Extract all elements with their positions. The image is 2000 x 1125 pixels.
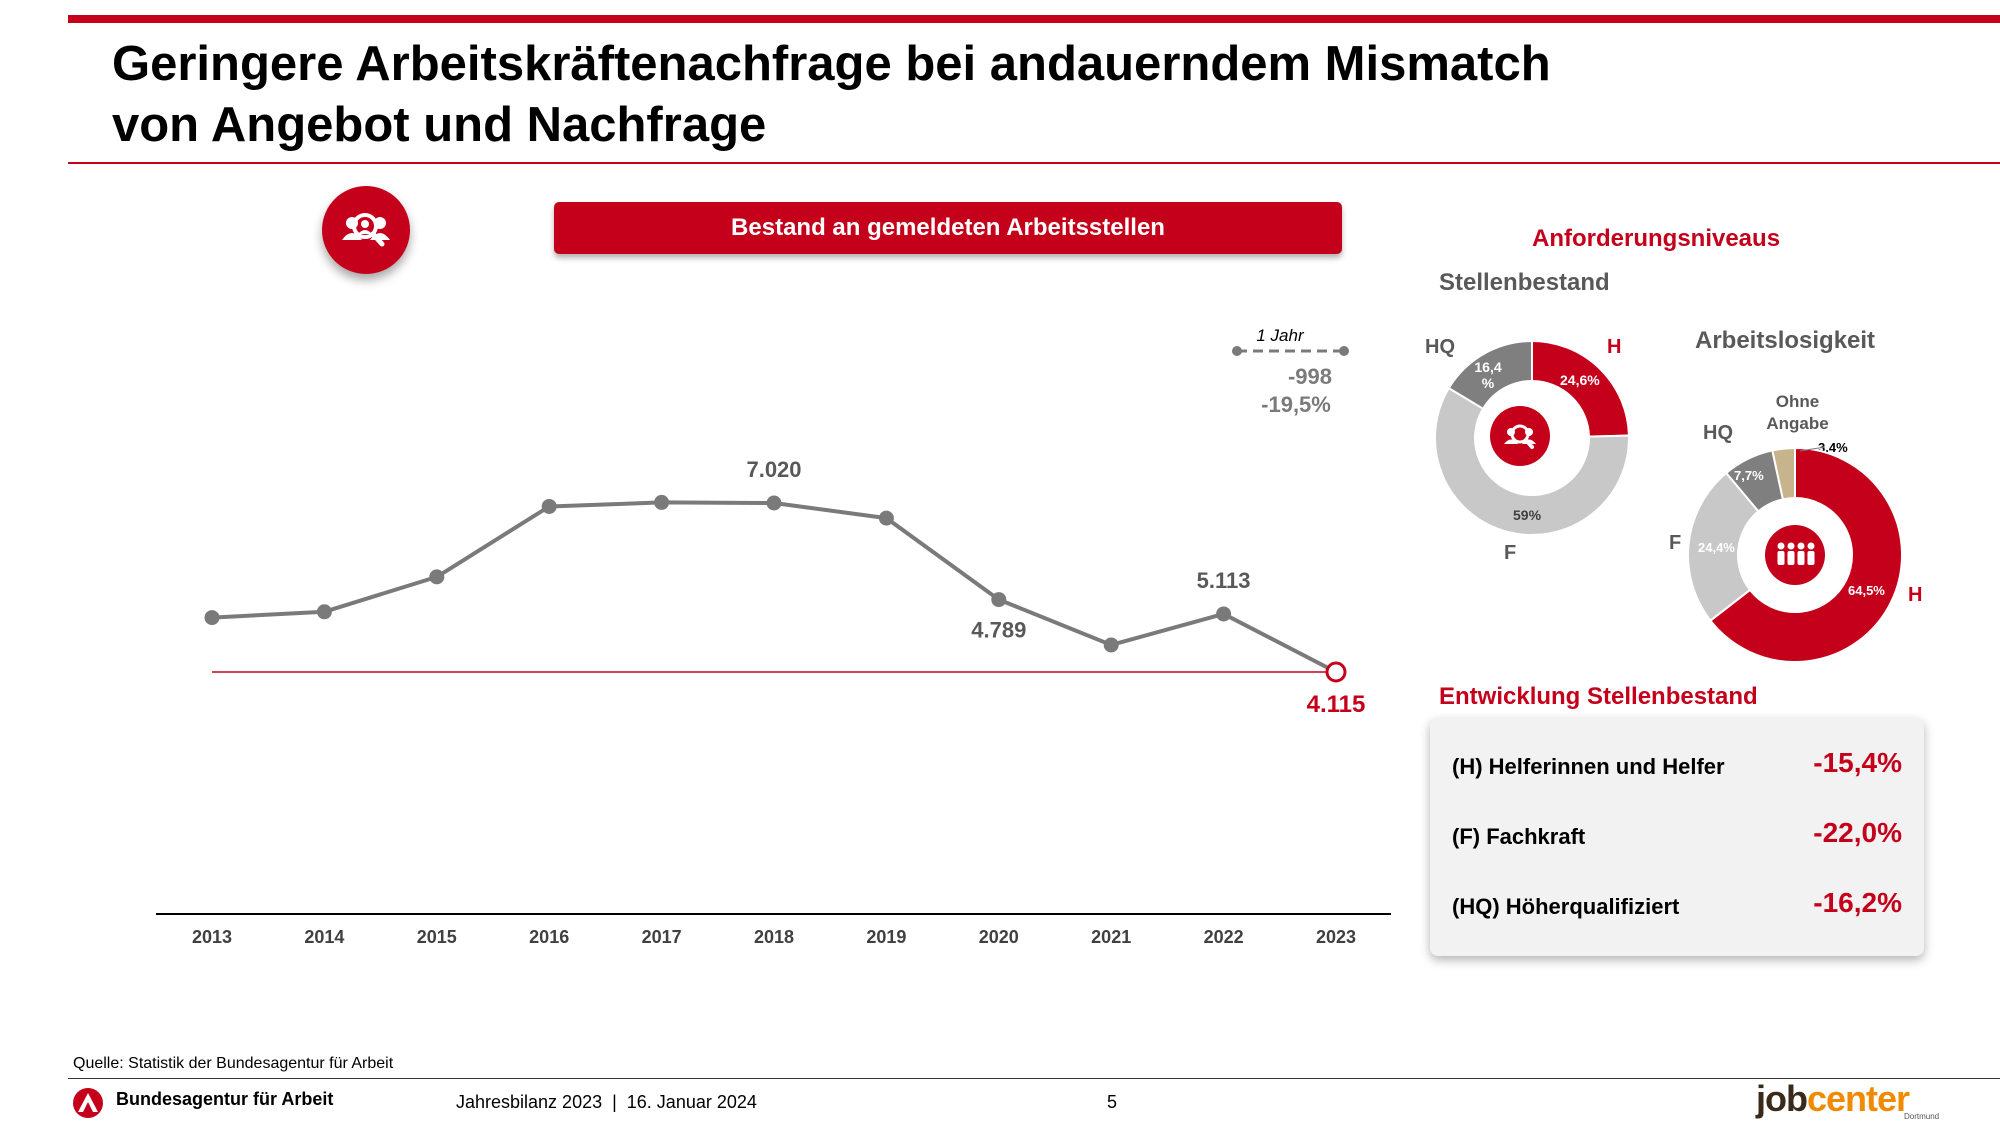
alo-center-icon bbox=[1765, 525, 1825, 585]
data-label-2020: 4.789 bbox=[971, 618, 1026, 643]
annotation-abs-change: -998 bbox=[1288, 364, 1332, 389]
alo-pct-hq: 7,7% bbox=[1734, 468, 1764, 483]
entw-value-h: -15,4% bbox=[1813, 747, 1902, 778]
alo-label-f: F bbox=[1669, 532, 1682, 554]
page-number: 5 bbox=[1107, 1092, 1118, 1112]
data-point-2023 bbox=[1325, 661, 1347, 683]
data-label-2022: 5.113 bbox=[1197, 568, 1251, 593]
stellen-title: Stellenbestand bbox=[1439, 269, 1610, 296]
x-tick-label-2021: 2021 bbox=[1091, 927, 1131, 947]
annotation-start-dot bbox=[1232, 346, 1242, 356]
ba-logo-icon bbox=[72, 1087, 104, 1119]
annotation-pct-change: -19,5% bbox=[1261, 392, 1331, 417]
entwicklung-box: (H) Helferinnen und Helfer -15,4% (F) Fa… bbox=[1430, 718, 1924, 956]
top-accent-bar bbox=[68, 15, 2000, 23]
jobcenter-logo-sub: Dortmund bbox=[1904, 1112, 1940, 1121]
x-tick-label-2022: 2022 bbox=[1204, 927, 1244, 947]
stellen-label-hq: HQ bbox=[1425, 336, 1455, 358]
alo-title: Arbeitslosigkeit bbox=[1695, 327, 1876, 354]
stellen-slice-f bbox=[1434, 386, 1630, 536]
entw-label-hq: (HQ) Höherqualifiziert bbox=[1452, 894, 1680, 919]
data-point-2019 bbox=[878, 510, 894, 526]
alo-slice-h bbox=[1709, 446, 1903, 663]
stellen-donut bbox=[1434, 339, 1630, 536]
alo-slice-ohne-angabe bbox=[1771, 446, 1796, 501]
x-tick-label-2019: 2019 bbox=[866, 927, 906, 947]
stellen-label-h: H bbox=[1607, 336, 1622, 358]
x-tick-label-2016: 2016 bbox=[529, 927, 569, 947]
title-line-2: von Angebot und Nachfrage bbox=[112, 98, 767, 152]
alo-pct-h: 64,5% bbox=[1848, 583, 1885, 598]
alo-slice-f bbox=[1687, 471, 1760, 622]
alo-label-ohne: Ohne Angabe bbox=[1766, 392, 1829, 433]
data-point-2018 bbox=[766, 495, 782, 511]
data-label-2023: 4.115 bbox=[1307, 691, 1366, 718]
annotation-period: 1 Jahr bbox=[1256, 326, 1305, 345]
data-point-2020 bbox=[991, 592, 1007, 608]
x-tick-label-2014: 2014 bbox=[304, 927, 344, 947]
entwicklung-heading: Entwicklung Stellenbestand bbox=[1439, 683, 1758, 710]
data-point-2017 bbox=[654, 494, 670, 510]
data-point-2014 bbox=[316, 604, 332, 620]
alo-pct-ohne: 3,4% bbox=[1818, 440, 1848, 455]
stellen-label-f: F bbox=[1504, 542, 1517, 564]
job-search-icon bbox=[322, 186, 410, 274]
entw-label-f: (F) Fachkraft bbox=[1452, 824, 1586, 849]
x-tick-label-2023: 2023 bbox=[1316, 927, 1356, 947]
data-point-2015 bbox=[429, 569, 445, 585]
requirements-heading: Anforderungsniveaus bbox=[1532, 225, 1781, 252]
data-point-2021 bbox=[1103, 637, 1119, 653]
alo-label-hq: HQ bbox=[1703, 422, 1733, 444]
x-tick-label-2017: 2017 bbox=[642, 927, 682, 947]
annotation-end-dot bbox=[1339, 346, 1349, 356]
x-tick-label-2018: 2018 bbox=[754, 927, 794, 947]
x-tick-label-2015: 2015 bbox=[417, 927, 457, 947]
page-title: Geringere Arbeitskräftenachfrage bei and… bbox=[112, 34, 1551, 156]
footer-meta: Jahresbilanz 2023 | 16. Januar 2024 bbox=[456, 1092, 757, 1112]
alo-donut bbox=[1687, 446, 1903, 663]
data-point-2013 bbox=[204, 610, 220, 626]
chart-banner: Bestand an gemeldeten Arbeitsstellen bbox=[554, 202, 1342, 254]
data-point-2022 bbox=[1216, 606, 1232, 622]
series-line bbox=[211, 500, 1337, 674]
ba-name: Bundesagentur für Arbeit bbox=[116, 1089, 334, 1109]
footer-rule bbox=[68, 1078, 2000, 1079]
jobcenter-logo: jobcenter bbox=[1756, 1078, 1910, 1120]
title-rule bbox=[68, 162, 2000, 164]
entw-value-f: -22,0% bbox=[1813, 817, 1902, 848]
stellen-pct-h: 24,6% bbox=[1560, 372, 1600, 388]
alo-pct-f: 24,4% bbox=[1698, 540, 1735, 555]
entw-value-hq: -16,2% bbox=[1813, 887, 1902, 918]
line-chart: 2013 2014 2015 2016 2017 2018 2019 2020 2021 2022… bbox=[156, 326, 1391, 947]
data-point-2016 bbox=[541, 498, 557, 514]
stellen-pct-f: 59% bbox=[1513, 507, 1542, 523]
x-tick-label-2013: 2013 bbox=[192, 927, 232, 947]
data-label-2018: 7.020 bbox=[746, 457, 801, 482]
stellen-center-icon bbox=[1490, 406, 1550, 466]
entw-label-h: (H) Helferinnen und Helfer bbox=[1452, 754, 1725, 779]
alo-label-h: H bbox=[1908, 584, 1923, 606]
x-tick-label-2020: 2020 bbox=[979, 927, 1019, 947]
source-note: Quelle: Statistik der Bundesagentur für … bbox=[73, 1055, 394, 1072]
jobcenter-logo-job: job bbox=[1756, 1078, 1808, 1119]
stellen-slice-hq bbox=[1447, 339, 1533, 411]
stellen-pct-hq: 16,4% bbox=[1474, 359, 1502, 391]
jobcenter-logo-center: center bbox=[1806, 1078, 1910, 1119]
title-line-1: Geringere Arbeitskräftenachfrage bei and… bbox=[112, 37, 1551, 91]
